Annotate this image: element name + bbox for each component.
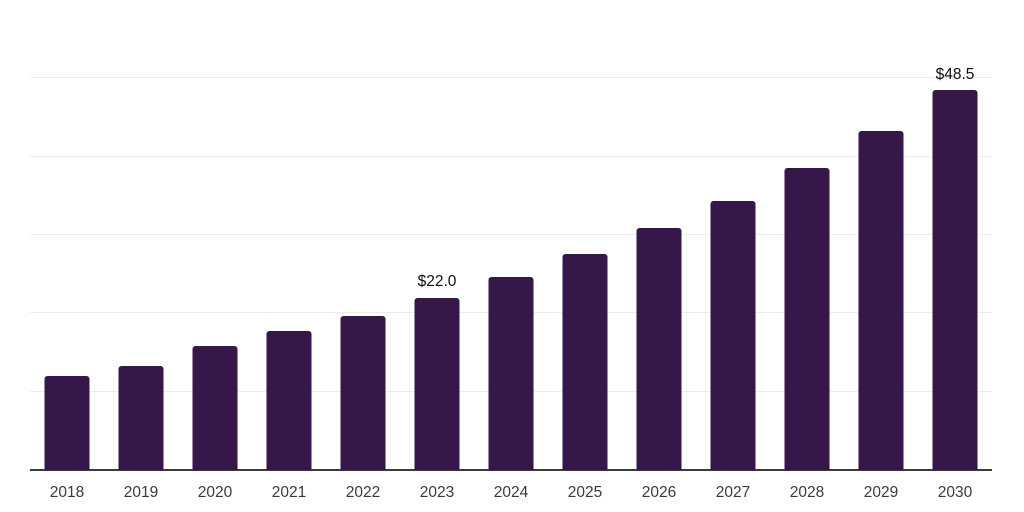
x-tick-2021: 2021 [271,484,307,501]
bar-2020 [192,346,238,470]
bar-2028 [784,167,830,470]
bar-2019 [118,365,164,470]
bar-2030 [932,90,978,470]
x-tick-2019: 2019 [123,484,159,501]
value-label-2030: $48.5 [935,65,975,83]
plot-area: $22.0 $48.5 [30,0,992,471]
bar-2029 [858,130,904,470]
value-label-2023: $22.0 [417,273,457,291]
bar-2026 [636,227,682,470]
x-tick-2029: 2029 [863,484,899,501]
bar-2024 [488,277,534,470]
x-tick-2024: 2024 [493,484,529,501]
x-axis-line [30,469,992,471]
bar-2027 [710,200,756,470]
x-tick-2028: 2028 [789,484,825,501]
gridline [30,77,992,79]
x-axis-tick-labels: 2018 2019 2020 2021 2022 2023 2024 2025 2026 2027… [30,484,992,506]
x-tick-2027: 2027 [715,484,751,501]
bar-2025 [562,253,608,470]
bar-2022 [340,316,386,470]
x-tick-2023: 2023 [419,484,455,501]
bar-2021 [266,331,312,470]
x-tick-2020: 2020 [197,484,233,501]
gridline [30,234,992,235]
bar-2023 [414,297,460,470]
gridline [30,155,992,157]
x-tick-2030: 2030 [937,484,973,501]
x-tick-2026: 2026 [641,484,677,501]
x-tick-2025: 2025 [567,484,603,501]
x-tick-2022: 2022 [345,484,381,501]
bar-2018 [44,376,90,470]
x-tick-2018: 2018 [49,484,85,501]
